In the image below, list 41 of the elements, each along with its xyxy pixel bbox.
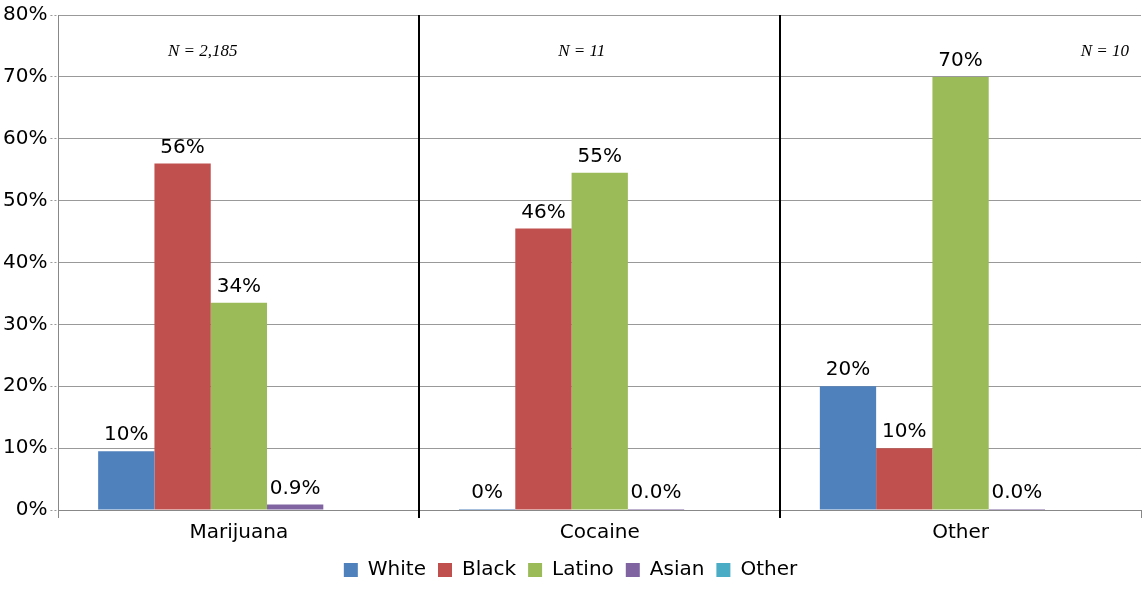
- legend-label: Black: [461, 556, 517, 581]
- legend-label: Other: [740, 556, 798, 581]
- bar: [932, 76, 989, 510]
- x-tick-label: Marijuana: [189, 519, 289, 544]
- bar: [819, 386, 877, 510]
- data-label: 56%: [160, 133, 205, 158]
- data-label: 70%: [938, 47, 983, 72]
- bar: [571, 172, 628, 510]
- data-label: 0.9%: [269, 474, 321, 499]
- x-tick-label: Other: [932, 519, 990, 544]
- data-label: 10%: [104, 421, 149, 446]
- y-tick-label: 10%: [3, 434, 48, 459]
- x-tick-label: Cocaine: [559, 519, 640, 544]
- y-tick-label: 70%: [3, 63, 48, 88]
- data-label: 0.0%: [630, 479, 682, 504]
- bar: [154, 163, 211, 510]
- data-label: 34%: [216, 272, 262, 297]
- data-label: 20%: [825, 356, 871, 381]
- y-tick-label: 40%: [3, 248, 48, 273]
- annotation: N = 10: [1079, 40, 1130, 60]
- data-label: 10%: [882, 418, 927, 443]
- legend-label: Latino: [552, 556, 614, 581]
- data-label: 0.0%: [991, 479, 1043, 504]
- y-tick-label: 80%: [3, 1, 48, 26]
- y-tick-label: 0%: [15, 496, 48, 521]
- bar: [515, 228, 572, 510]
- data-label: 0%: [471, 479, 504, 504]
- annotation: N = 2,185: [167, 40, 238, 60]
- bar: [267, 504, 324, 510]
- bar: [876, 448, 933, 510]
- y-tick-label: 30%: [3, 310, 48, 335]
- data-label: 46%: [521, 198, 566, 223]
- bar: [98, 451, 155, 510]
- data-label: 55%: [577, 142, 622, 167]
- y-tick-label: 60%: [3, 124, 48, 149]
- annotation: N = 11: [557, 40, 606, 60]
- legend-label: Asian: [649, 556, 705, 581]
- y-tick-label: 20%: [3, 372, 48, 397]
- legend-label: White: [367, 556, 426, 581]
- bar: [210, 302, 268, 510]
- y-tick-label: 50%: [3, 186, 48, 211]
